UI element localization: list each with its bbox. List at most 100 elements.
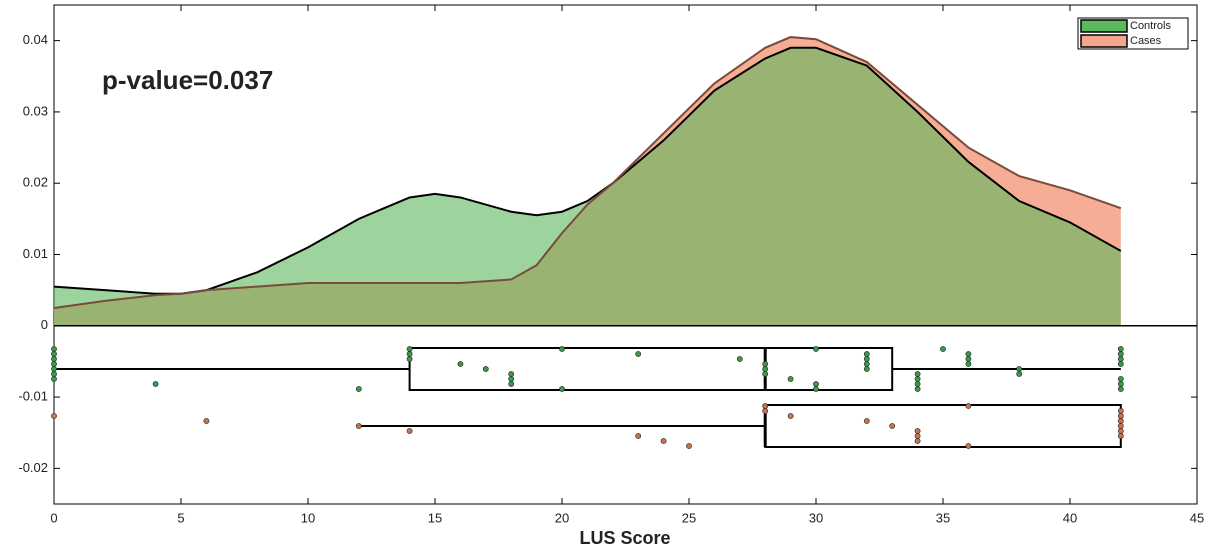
- x-tick-label: 45: [1190, 510, 1204, 525]
- data-point: [457, 361, 464, 367]
- data-point: [635, 433, 642, 439]
- data-point: [1117, 346, 1124, 352]
- data-point: [1117, 413, 1124, 419]
- data-point: [1117, 381, 1124, 387]
- x-tick-label: 10: [301, 510, 315, 525]
- data-point: [914, 371, 921, 377]
- data-point: [762, 371, 769, 377]
- data-point: [1117, 361, 1124, 367]
- data-point: [1117, 423, 1124, 429]
- data-point: [1117, 433, 1124, 439]
- data-point: [813, 386, 819, 392]
- data-point: [787, 413, 794, 419]
- data-point: [51, 376, 57, 382]
- data-point: [1117, 351, 1124, 357]
- legend-label: Cases: [1130, 35, 1162, 47]
- data-point: [1117, 408, 1124, 414]
- data-point: [914, 438, 921, 444]
- y-tick-label: -0.02: [18, 460, 48, 475]
- data-point: [559, 386, 565, 392]
- data-point: [406, 346, 413, 352]
- data-point: [813, 381, 819, 387]
- data-point: [787, 376, 794, 382]
- y-tick-label: -0.01: [18, 389, 48, 404]
- box: [408, 347, 894, 391]
- data-point: [51, 366, 57, 372]
- data-point: [686, 443, 692, 449]
- x-tick-label: 5: [177, 510, 184, 525]
- data-point: [51, 356, 57, 362]
- annotation: p-value=0.037: [102, 65, 273, 95]
- data-point: [355, 386, 362, 392]
- data-point: [940, 346, 946, 352]
- legend-swatch: [1080, 34, 1128, 48]
- data-point: [863, 366, 870, 372]
- data-point: [965, 351, 972, 357]
- data-point: [635, 351, 642, 357]
- data-point: [965, 361, 972, 367]
- x-tick-label: 20: [555, 510, 569, 525]
- data-point: [51, 413, 57, 419]
- y-tick-label: 0: [41, 317, 48, 332]
- data-point: [508, 376, 515, 382]
- x-tick-label: 25: [682, 510, 696, 525]
- data-point: [1117, 386, 1124, 392]
- y-tick-label: 0.04: [23, 32, 48, 47]
- data-point: [406, 356, 413, 362]
- data-point: [51, 371, 57, 377]
- data-point: [355, 423, 362, 429]
- data-point: [762, 408, 769, 414]
- data-point: [914, 381, 921, 387]
- data-point: [51, 351, 57, 357]
- data-point: [914, 386, 921, 392]
- y-tick-label: 0.03: [23, 103, 48, 118]
- data-point: [1016, 366, 1023, 372]
- data-point: [762, 403, 769, 409]
- data-point: [914, 428, 921, 434]
- x-axis-label: LUS Score: [579, 528, 670, 548]
- data-point: [762, 366, 769, 372]
- y-tick-label: 0.01: [23, 246, 48, 261]
- data-point: [1117, 376, 1124, 382]
- data-point: [508, 381, 515, 387]
- data-point: [152, 381, 159, 387]
- density-area: [54, 47, 1121, 326]
- data-point: [203, 418, 210, 424]
- x-tick-label: 15: [428, 510, 442, 525]
- data-point: [406, 428, 413, 434]
- data-point: [1117, 418, 1124, 424]
- data-point: [406, 351, 413, 357]
- data-point: [1117, 356, 1124, 362]
- data-point: [1016, 371, 1023, 377]
- data-point: [51, 346, 57, 352]
- x-tick-label: 30: [809, 510, 823, 525]
- data-point: [965, 403, 972, 409]
- data-point: [762, 361, 769, 367]
- data-point: [660, 438, 667, 444]
- data-point: [1117, 428, 1124, 434]
- x-tick-label: 35: [936, 510, 950, 525]
- data-point: [736, 356, 743, 362]
- legend-label: Controls: [1130, 20, 1171, 32]
- y-tick-label: 0.02: [23, 175, 48, 190]
- data-point: [965, 356, 972, 362]
- data-point: [863, 356, 870, 362]
- data-point: [482, 366, 489, 372]
- data-point: [889, 423, 896, 429]
- data-point: [508, 371, 515, 377]
- data-point: [51, 361, 57, 367]
- data-point: [965, 443, 972, 449]
- data-point: [863, 351, 870, 357]
- density-line: [53, 36, 1122, 309]
- data-point: [863, 418, 870, 424]
- data-point: [813, 346, 819, 352]
- legend-swatch: [1080, 19, 1128, 33]
- data-point: [863, 361, 870, 367]
- data-point: [914, 433, 921, 439]
- data-point: [914, 376, 921, 382]
- density-line: [53, 46, 1122, 295]
- data-point: [559, 346, 565, 352]
- x-tick-label: 40: [1063, 510, 1077, 525]
- x-tick-label: 0: [50, 510, 57, 525]
